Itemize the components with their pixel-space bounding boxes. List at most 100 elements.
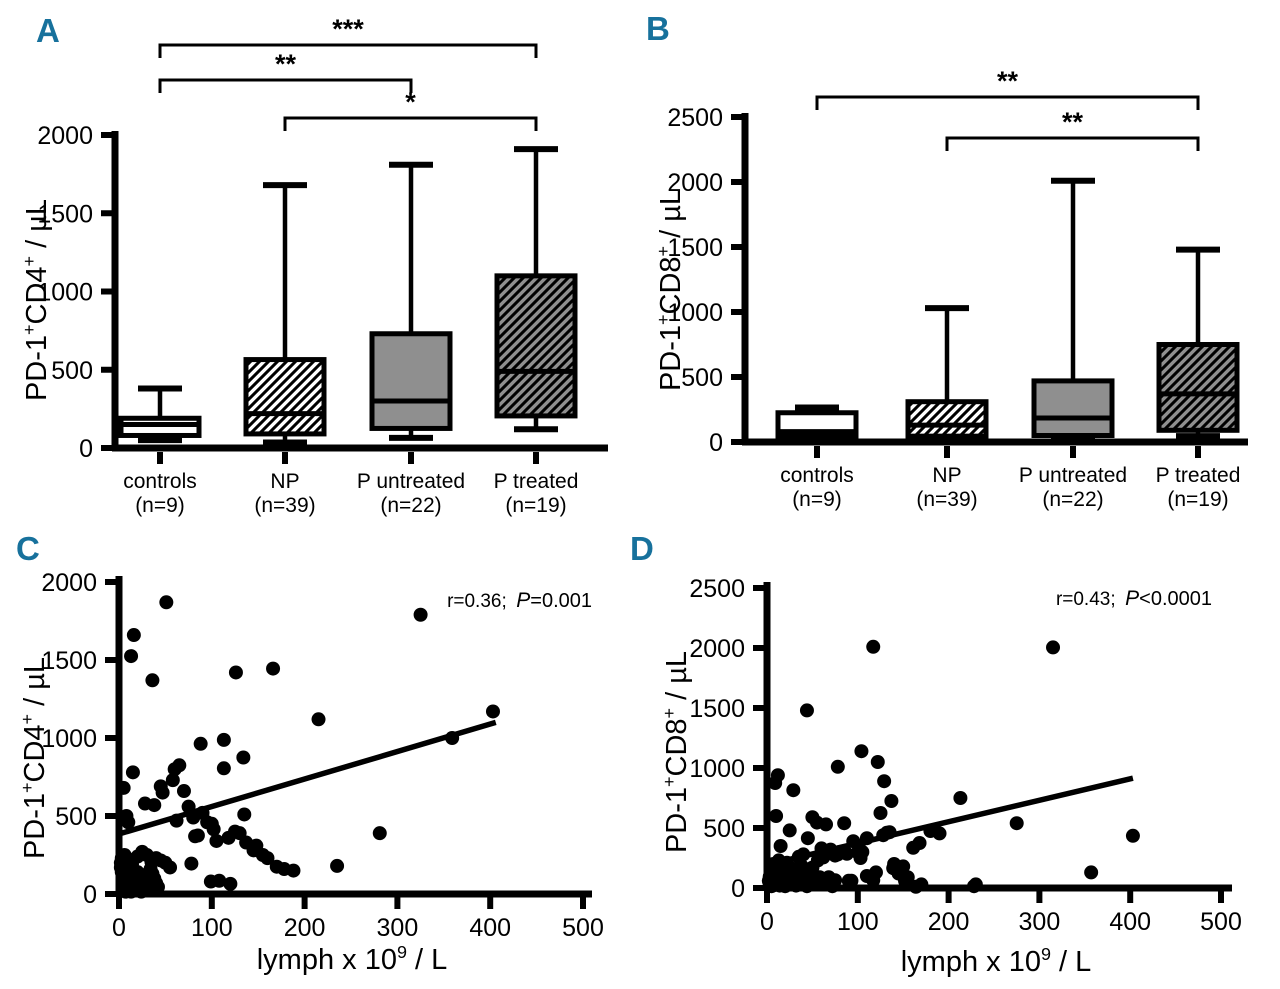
y-tick-label: 1500 — [37, 200, 93, 228]
scatter-point — [769, 809, 784, 823]
box-P-untreated — [1031, 378, 1115, 438]
x-tick-label: 300 — [377, 914, 419, 942]
y-tick-label: 1000 — [689, 755, 745, 783]
box-P-untreated — [369, 331, 453, 431]
scatter-point — [330, 858, 345, 873]
group-n-label: (n=19) — [1167, 488, 1228, 511]
scatter-point — [236, 750, 251, 765]
scatter-point — [837, 816, 852, 831]
scatter-point — [311, 712, 326, 727]
y-tick-label: 2500 — [689, 575, 745, 603]
panel-b-letter: B — [646, 10, 670, 47]
group-label: controls — [780, 464, 854, 487]
y-tick-label: 1000 — [41, 725, 97, 753]
scatter-point — [953, 791, 968, 805]
scatter-point — [839, 846, 854, 861]
group-n-label: (n=9) — [135, 494, 185, 517]
panel-a-boxplot: 0 500 1000 1500 2000 controls(n=9) NP(n=39) P u… — [19, 14, 608, 517]
group-label: controls — [123, 470, 197, 493]
scatter-point — [884, 794, 899, 808]
scatter-point — [216, 732, 231, 747]
y-tick-label: 500 — [703, 815, 745, 843]
group-n-label: (n=39) — [254, 494, 315, 517]
group-n-label: (n=39) — [916, 488, 977, 511]
y-tick-label: 2000 — [689, 635, 745, 663]
scatter-point — [125, 765, 140, 780]
group-label: P treated — [1156, 464, 1241, 487]
scatter-point — [855, 845, 870, 859]
scatter-point — [773, 839, 788, 853]
x-tick-label: 100 — [837, 908, 879, 936]
significance-bracket — [945, 136, 1200, 151]
scatter-point — [786, 783, 801, 798]
y-tick-label: 500 — [55, 803, 97, 831]
significance-stars: *** — [332, 14, 364, 44]
scatter-point — [873, 806, 888, 820]
scatter-point — [445, 731, 460, 745]
scatter-point — [912, 836, 927, 850]
scatter-point — [900, 870, 915, 885]
group-label: P untreated — [357, 470, 465, 493]
y-tick-label: 1500 — [667, 234, 723, 262]
y-axis-title: PD-1+CD8+ / µL — [659, 651, 693, 853]
x-tick-label: 100 — [191, 914, 233, 942]
scatter-point — [868, 865, 883, 880]
scatter-point — [228, 665, 243, 680]
scatter-point — [830, 759, 845, 774]
scatter-point — [181, 799, 196, 814]
panel-c-scatterplot: 0 500 1000 1500 2000 0 100 200 300 400 500 r=0.36; … — [17, 569, 604, 976]
y-tick-label: 500 — [51, 357, 93, 385]
y-tick-label: 1000 — [37, 279, 93, 307]
scatter-point — [770, 768, 785, 783]
scatter-point — [828, 873, 843, 888]
box-NP — [243, 357, 327, 437]
x-tick-label: 200 — [284, 914, 326, 942]
scatter-point — [866, 639, 881, 654]
x-tick-label: 300 — [1019, 908, 1061, 936]
x-tick-label: 0 — [112, 914, 126, 942]
y-tick-label: 2500 — [667, 104, 723, 132]
scatter-point — [163, 860, 178, 875]
group-n-label: (n=22) — [1042, 488, 1103, 511]
scatter-point — [124, 649, 139, 664]
correlation-annotation: r=0.36; P=0.001 — [447, 589, 592, 612]
scatter-point — [155, 785, 170, 800]
scatter-point — [190, 828, 205, 843]
significance-bracket — [283, 116, 538, 131]
significance-bracket — [815, 95, 1200, 110]
scatter-point — [870, 755, 885, 769]
y-tick-label: 2000 — [41, 569, 97, 597]
scatter-point — [914, 877, 929, 892]
scatter-point — [1046, 640, 1061, 655]
scatter-point — [184, 856, 199, 871]
panel-d-scatterplot: 0 500 1000 1500 2000 2500 0 100 200 300 400 500 r=0.… — [659, 575, 1242, 978]
y-axis-title: PD-1+CD4+ / µL — [19, 199, 53, 401]
scatter-point — [126, 628, 141, 643]
scatter-point — [1009, 816, 1024, 831]
scatter-point — [1084, 865, 1099, 880]
scatter-point — [968, 877, 983, 892]
box-P-treated — [494, 273, 578, 419]
scatter-point — [176, 784, 191, 799]
scatter-point — [206, 822, 221, 837]
group-n-label: (n=19) — [505, 494, 566, 517]
scatter-point — [372, 826, 387, 841]
x-tick-label: 400 — [469, 914, 511, 942]
panel-a-letter: A — [36, 12, 60, 49]
scatter-point — [932, 826, 947, 841]
y-tick-label: 2000 — [667, 169, 723, 197]
scatter-point — [485, 704, 500, 719]
scatter-point — [266, 661, 281, 676]
scatter-point — [116, 780, 131, 795]
scatter-point — [165, 773, 180, 788]
y-tick-label: 0 — [731, 875, 745, 903]
scatter-point — [159, 595, 174, 610]
scatter-point — [882, 825, 897, 840]
correlation-annotation: r=0.43; P<0.0001 — [1056, 587, 1212, 610]
x-tick-label: 0 — [760, 908, 774, 936]
y-tick-label: 0 — [83, 881, 97, 909]
scatter-point — [209, 833, 224, 848]
scatter-point — [169, 813, 184, 828]
regression-line — [121, 719, 497, 836]
y-tick-label: 0 — [709, 429, 723, 457]
